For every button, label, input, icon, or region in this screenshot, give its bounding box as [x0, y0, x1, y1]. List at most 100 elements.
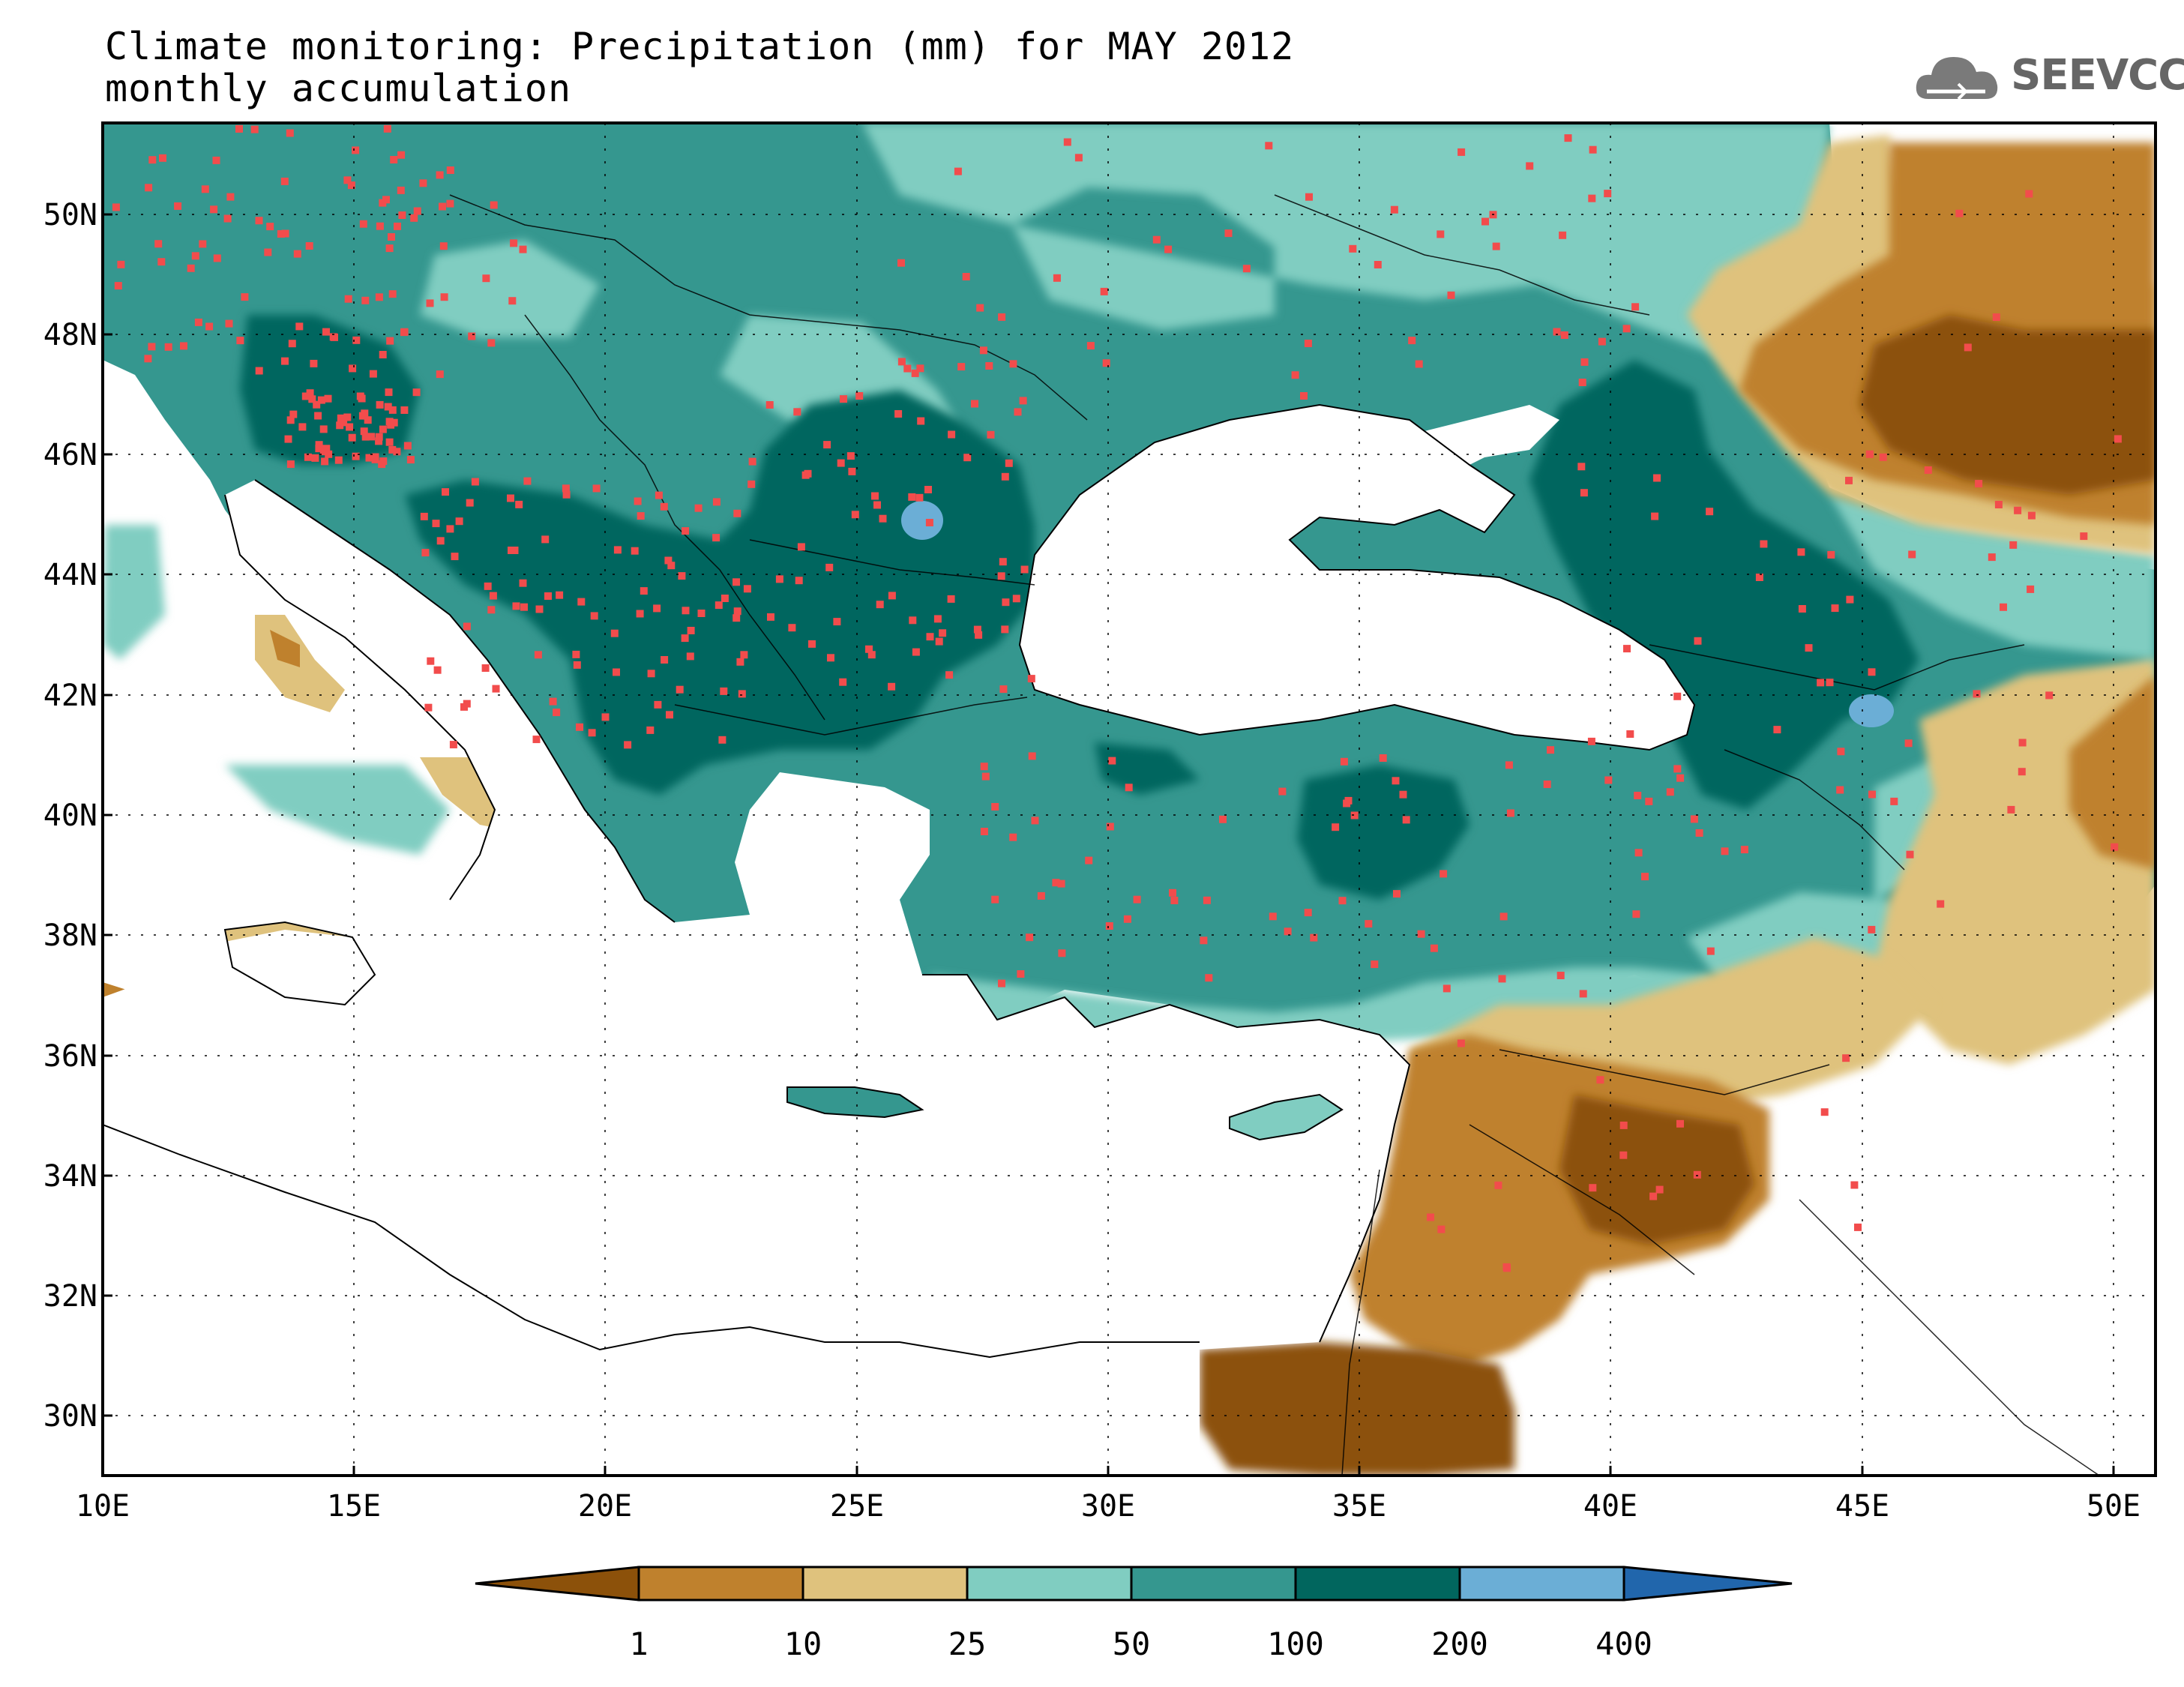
- station-marker: [191, 252, 199, 260]
- station-marker: [740, 651, 748, 659]
- lat-label: 34N: [43, 1159, 97, 1194]
- lon-label: 25E: [829, 1489, 885, 1524]
- station-marker: [1964, 343, 1972, 352]
- station-marker: [508, 547, 515, 554]
- station-marker: [1108, 757, 1116, 765]
- lat-label: 46N: [43, 438, 97, 472]
- station-marker: [963, 454, 972, 462]
- station-marker: [577, 598, 586, 606]
- lon-label: 20E: [577, 1489, 633, 1524]
- station-marker: [1365, 920, 1373, 928]
- station-marker: [385, 418, 394, 426]
- station-marker: [667, 562, 676, 570]
- station-marker: [1009, 833, 1017, 841]
- station-marker: [508, 297, 517, 305]
- station-marker: [180, 342, 187, 350]
- station-marker: [507, 494, 514, 502]
- station-marker: [935, 637, 943, 646]
- station-marker: [1017, 970, 1025, 978]
- station-marker: [867, 651, 876, 659]
- station-marker: [1924, 466, 1932, 474]
- station-marker: [1242, 265, 1251, 273]
- station-marker: [1417, 930, 1425, 938]
- station-marker: [1721, 847, 1729, 855]
- station-marker: [797, 543, 805, 551]
- title-line-1: Climate monitoring: Precipitation (mm) f…: [105, 25, 1295, 68]
- station-marker: [424, 703, 433, 712]
- station-marker: [1651, 512, 1659, 520]
- station-marker: [795, 577, 803, 585]
- station-marker: [976, 304, 984, 312]
- station-marker: [793, 408, 801, 416]
- station-marker: [112, 203, 120, 211]
- station-marker: [388, 233, 395, 241]
- station-marker: [223, 214, 232, 223]
- station-marker: [1690, 815, 1698, 823]
- lon-label: 40E: [1583, 1489, 1638, 1524]
- station-marker: [365, 454, 373, 462]
- station-marker: [1831, 604, 1839, 613]
- station-marker: [1203, 896, 1211, 904]
- station-marker: [2018, 739, 2027, 747]
- station-marker: [277, 230, 285, 238]
- station-marker: [933, 615, 942, 623]
- station-marker: [1868, 790, 1876, 799]
- station-marker: [873, 501, 881, 509]
- station-marker: [352, 452, 360, 460]
- station-marker: [439, 242, 448, 250]
- station-marker: [1587, 737, 1595, 745]
- station-marker: [640, 587, 648, 595]
- station-marker: [1955, 209, 1964, 217]
- station-marker: [573, 661, 581, 669]
- station-marker: [490, 201, 498, 209]
- station-marker: [398, 211, 406, 219]
- station-marker: [289, 410, 298, 418]
- station-marker: [1937, 900, 1945, 908]
- station-marker: [535, 605, 544, 613]
- station-marker: [376, 222, 384, 230]
- station-marker: [718, 736, 727, 744]
- station-marker: [144, 355, 152, 363]
- station-marker: [1865, 450, 1874, 458]
- station-marker: [397, 186, 405, 194]
- station-marker: [236, 337, 244, 345]
- station-marker: [314, 412, 322, 420]
- station-marker: [925, 519, 933, 526]
- station-marker: [281, 357, 289, 365]
- station-marker: [1057, 879, 1065, 888]
- station-marker: [804, 469, 812, 478]
- station-marker: [1492, 242, 1500, 250]
- station-marker: [911, 369, 919, 377]
- station-marker: [379, 457, 388, 466]
- station-marker: [212, 156, 220, 164]
- station-marker: [390, 156, 398, 163]
- station-marker: [313, 400, 321, 409]
- colorbar-over: [1622, 1566, 1793, 1602]
- station-marker: [361, 296, 370, 304]
- station-marker: [369, 370, 377, 378]
- station-marker: [451, 553, 459, 561]
- station-marker: [1850, 1181, 1859, 1189]
- station-marker: [888, 592, 896, 600]
- colorbar-label: 25: [948, 1626, 987, 1662]
- station-marker: [331, 333, 338, 341]
- colorbar-under: [475, 1566, 640, 1602]
- station-marker: [1457, 148, 1466, 156]
- station-marker: [390, 418, 398, 427]
- cyprus-island: [1230, 1095, 1342, 1140]
- station-marker: [1693, 1170, 1701, 1179]
- station-marker: [1845, 476, 1853, 484]
- station-marker: [733, 509, 741, 517]
- black-sea: [1020, 405, 1694, 750]
- station-marker: [1012, 595, 1020, 603]
- station-marker: [284, 435, 292, 443]
- colorbar-bin-50-100: [1130, 1566, 1297, 1602]
- station-marker: [1002, 598, 1010, 607]
- station-marker: [1560, 331, 1568, 339]
- station-marker: [337, 414, 345, 422]
- station-marker: [519, 579, 527, 587]
- station-marker: [1842, 1054, 1850, 1062]
- station-marker: [484, 582, 492, 590]
- station-marker: [1580, 358, 1589, 366]
